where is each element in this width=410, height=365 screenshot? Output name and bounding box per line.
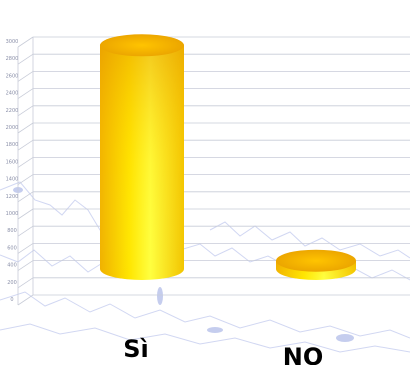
grid-side-line bbox=[17, 88, 34, 99]
y-tick-label: 0 bbox=[10, 297, 13, 303]
grid-side-line bbox=[17, 260, 34, 271]
grid-side-line bbox=[17, 208, 34, 220]
scribble-blob bbox=[157, 287, 163, 305]
bar-NO bbox=[276, 249, 356, 280]
grid-side-line bbox=[17, 225, 34, 237]
bar-shade bbox=[100, 45, 184, 280]
y-tick-label: 600 bbox=[7, 245, 17, 251]
bar-series bbox=[100, 34, 356, 280]
grid-side-line bbox=[17, 277, 34, 289]
grid-side-line bbox=[17, 105, 34, 117]
y-tick-label: 1800 bbox=[6, 142, 19, 148]
y-tick-label: 1200 bbox=[6, 194, 19, 200]
y-tick-label: 2000 bbox=[6, 125, 19, 131]
category-label: Sì bbox=[123, 335, 149, 363]
y-tick-label: 2600 bbox=[6, 73, 19, 79]
grid-side-line bbox=[17, 243, 34, 254]
chart-grid bbox=[17, 36, 410, 306]
y-tick-label: 200 bbox=[7, 280, 17, 286]
y-tick-label: 1000 bbox=[6, 211, 19, 217]
grid-side-line bbox=[17, 174, 34, 185]
scribble-blob bbox=[207, 327, 223, 333]
y-tick-label: 2400 bbox=[6, 91, 19, 97]
grid-side-line bbox=[17, 71, 34, 82]
scribble-line bbox=[0, 291, 410, 339]
y-tick-label: 800 bbox=[7, 228, 17, 234]
y-axis-ticks: 0 200 400 600 800 1000 1200 1400 1600 1800 2000 220… bbox=[6, 39, 19, 303]
grid-side-line bbox=[17, 294, 34, 306]
bar-top bbox=[100, 34, 184, 57]
scribble-line bbox=[209, 221, 410, 259]
y-tick-label: 1400 bbox=[6, 177, 19, 183]
y-tick-label: 2800 bbox=[6, 56, 19, 62]
y-tick-label: 2200 bbox=[6, 108, 19, 114]
scribble-blob bbox=[336, 334, 354, 342]
grid-side-line bbox=[17, 139, 34, 151]
scribble-line bbox=[0, 323, 410, 353]
y-tick-label: 1600 bbox=[6, 159, 19, 165]
category-label: NO bbox=[283, 343, 324, 365]
grid-side-line bbox=[17, 36, 34, 48]
grid-side-line bbox=[17, 157, 34, 168]
category-labels: Sì NO bbox=[123, 335, 323, 365]
grid-side-line bbox=[17, 122, 34, 134]
bar-Sì bbox=[100, 34, 184, 280]
bar-top bbox=[276, 249, 356, 272]
grid-side-line bbox=[17, 191, 34, 203]
y-tick-label: 3000 bbox=[6, 39, 19, 45]
grid-side-line bbox=[17, 53, 34, 65]
y-tick-label: 400 bbox=[7, 263, 17, 269]
